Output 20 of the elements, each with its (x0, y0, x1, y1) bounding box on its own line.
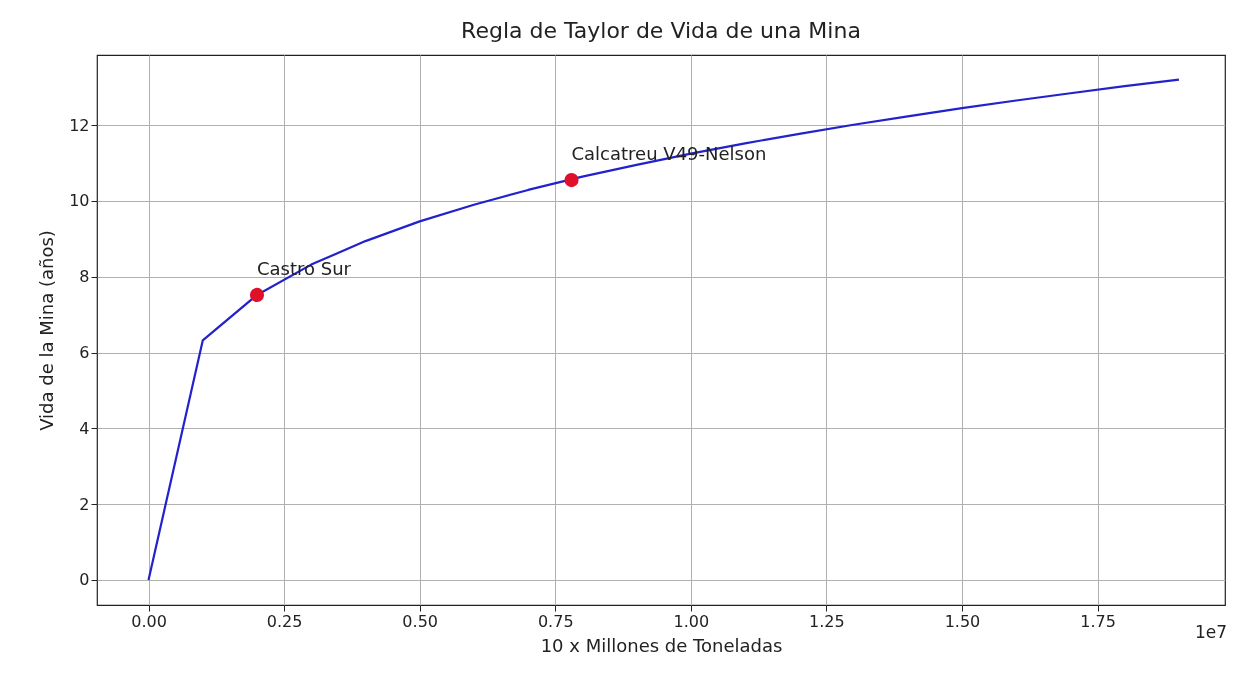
chart-title: Regla de Taylor de Vida de una Mina (461, 18, 861, 43)
x-tick-label: 0.25 (266, 611, 303, 631)
y-tick-label: 2 (79, 494, 90, 514)
x-tick-label: 0.00 (131, 611, 167, 631)
x-tick-label: 0.75 (537, 611, 574, 631)
y-tick-label: 8 (79, 267, 90, 287)
x-tick-label: 1.25 (809, 611, 845, 631)
x-tick-label: 0.50 (402, 611, 438, 631)
y-axis-title: Vida de la Mina (años) (36, 230, 58, 431)
x-tick-label: 1.75 (1080, 611, 1116, 631)
y-tick-label: 4 (79, 418, 90, 438)
y-tick-label: 0 (79, 570, 90, 590)
y-tick-label: 10 (69, 191, 90, 211)
y-tick-label: 12 (69, 115, 90, 135)
text: 1e7 (1194, 622, 1227, 642)
x-axis-title: 10 x Millones de Toneladas (540, 634, 783, 656)
y-tick-label: 6 (79, 343, 90, 363)
line-series (147, 78, 1180, 582)
x-tick-label: 1.50 (944, 611, 981, 631)
x-tick-label: 1.00 (673, 611, 710, 631)
